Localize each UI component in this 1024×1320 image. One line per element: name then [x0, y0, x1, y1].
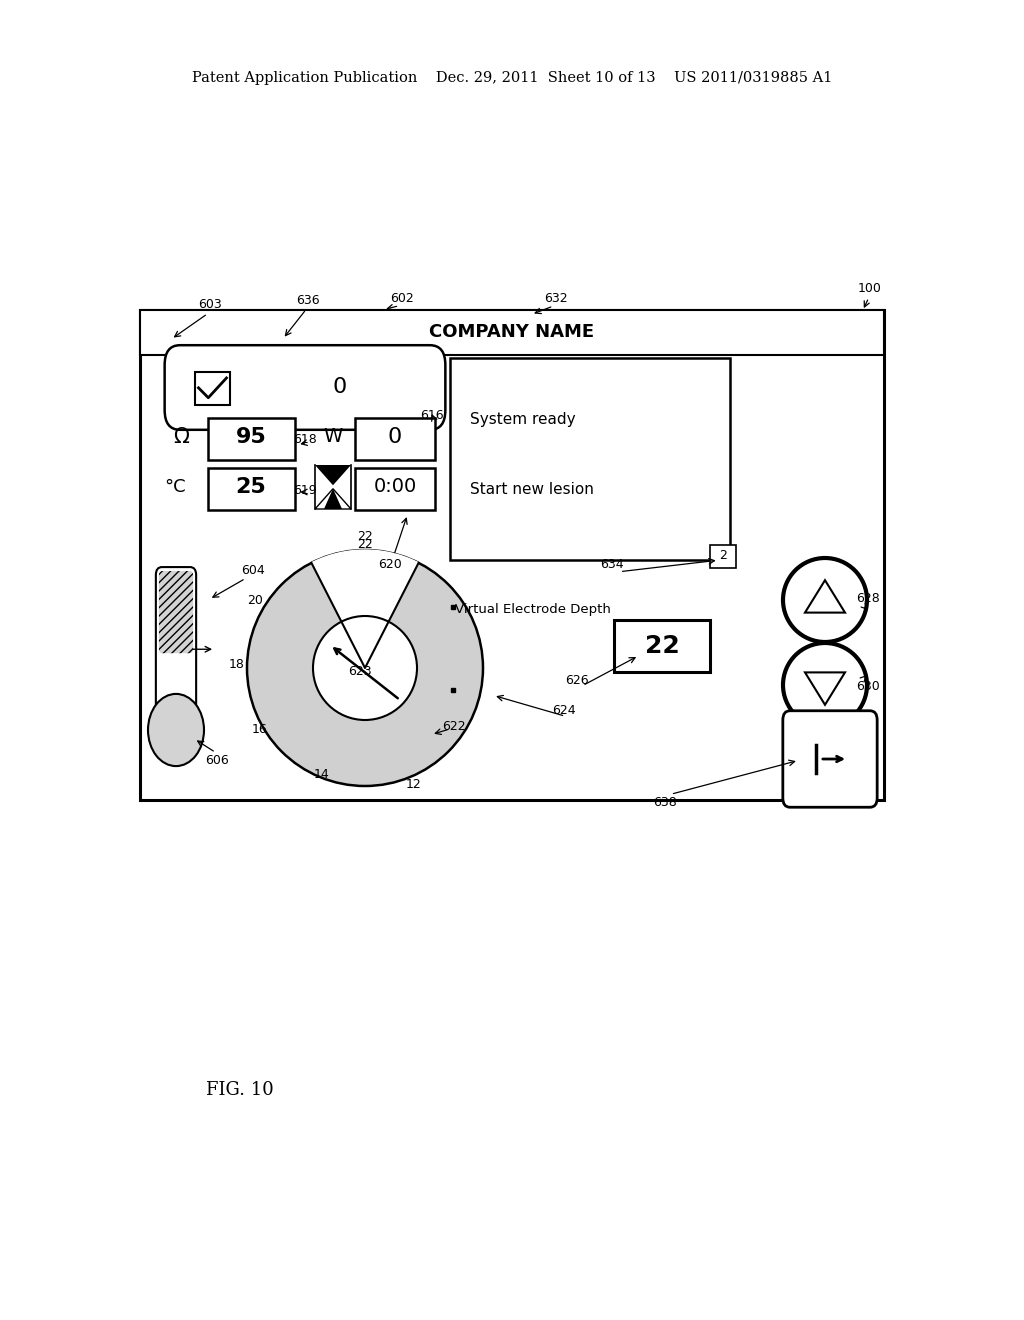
- Text: Virtual Electrode Depth: Virtual Electrode Depth: [455, 603, 611, 616]
- Bar: [195, 372, 230, 405]
- Text: 630: 630: [856, 680, 880, 693]
- Text: 623: 623: [348, 665, 372, 678]
- Bar: [208, 418, 295, 459]
- Text: 628: 628: [856, 591, 880, 605]
- Text: 16: 16: [252, 723, 268, 737]
- Bar: [208, 469, 295, 510]
- Ellipse shape: [313, 616, 417, 719]
- Polygon shape: [805, 581, 845, 612]
- FancyBboxPatch shape: [782, 710, 878, 808]
- Text: 624: 624: [552, 704, 575, 717]
- Text: 619: 619: [293, 483, 316, 496]
- Text: FIG. 10: FIG. 10: [206, 1081, 273, 1100]
- Bar: [140, 310, 884, 800]
- Text: 14: 14: [314, 768, 330, 781]
- Text: 616: 616: [420, 408, 443, 421]
- Text: W: W: [324, 428, 343, 446]
- Bar: [355, 418, 435, 459]
- Text: 638: 638: [653, 796, 677, 808]
- Text: 20: 20: [247, 594, 263, 606]
- Polygon shape: [311, 550, 419, 668]
- Bar: [450, 358, 730, 560]
- Text: COMPANY NAME: COMPANY NAME: [429, 323, 595, 342]
- Bar: [140, 310, 884, 355]
- Text: 618: 618: [293, 433, 316, 446]
- Bar: [355, 469, 435, 510]
- Text: 100: 100: [858, 281, 882, 294]
- Bar: [710, 545, 736, 568]
- Text: 604: 604: [241, 564, 265, 577]
- Text: 606: 606: [205, 754, 229, 767]
- Text: 22: 22: [357, 539, 373, 552]
- Text: 632: 632: [544, 292, 568, 305]
- Text: 18: 18: [229, 659, 245, 672]
- Text: 602: 602: [390, 292, 414, 305]
- FancyBboxPatch shape: [165, 346, 445, 430]
- Ellipse shape: [783, 643, 867, 727]
- Text: 0: 0: [388, 426, 402, 447]
- Text: 2: 2: [719, 549, 727, 562]
- Polygon shape: [805, 672, 845, 705]
- Polygon shape: [315, 488, 351, 510]
- Ellipse shape: [247, 550, 483, 785]
- FancyBboxPatch shape: [159, 572, 194, 653]
- Text: 626: 626: [565, 673, 589, 686]
- Text: 0:00: 0:00: [374, 478, 417, 496]
- Text: 0: 0: [333, 378, 347, 397]
- Text: Start new lesion: Start new lesion: [470, 483, 594, 498]
- Text: 620: 620: [378, 558, 401, 572]
- Circle shape: [148, 694, 204, 766]
- Text: 95: 95: [236, 426, 266, 447]
- Text: 622: 622: [442, 719, 466, 733]
- Text: 25: 25: [236, 477, 266, 498]
- Bar: [614, 620, 710, 672]
- Text: 22: 22: [645, 634, 679, 657]
- FancyBboxPatch shape: [156, 568, 197, 718]
- Text: 22: 22: [357, 531, 373, 544]
- Text: °C: °C: [164, 478, 185, 496]
- Text: 603: 603: [198, 298, 222, 312]
- Text: 636: 636: [296, 293, 319, 306]
- Polygon shape: [315, 465, 351, 486]
- Ellipse shape: [783, 558, 867, 642]
- Text: 634: 634: [600, 558, 624, 572]
- Text: 12: 12: [407, 779, 422, 792]
- Text: System ready: System ready: [470, 412, 575, 428]
- Text: Ω: Ω: [173, 426, 189, 447]
- Polygon shape: [324, 488, 342, 510]
- Text: Patent Application Publication    Dec. 29, 2011  Sheet 10 of 13    US 2011/03198: Patent Application Publication Dec. 29, …: [191, 71, 833, 84]
